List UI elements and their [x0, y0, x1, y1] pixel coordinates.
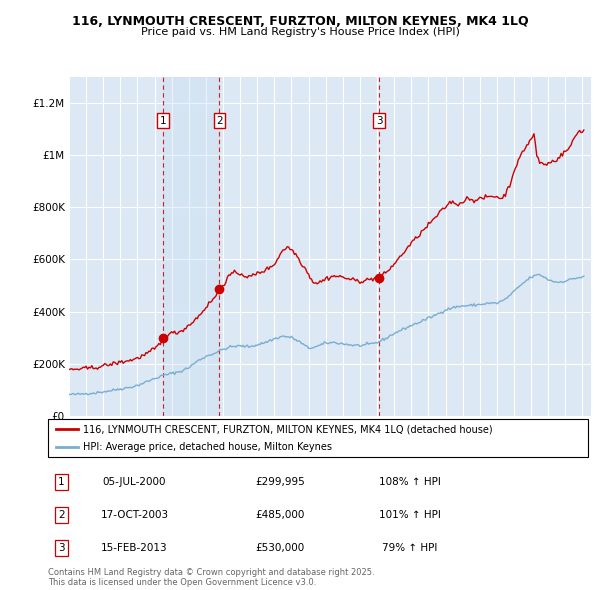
- Text: 79% ↑ HPI: 79% ↑ HPI: [382, 543, 437, 553]
- Text: 2: 2: [216, 116, 223, 126]
- Text: 1: 1: [160, 116, 167, 126]
- Text: £485,000: £485,000: [256, 510, 305, 520]
- Text: 3: 3: [376, 116, 382, 126]
- Bar: [163, 77, 220, 416]
- Text: 15-FEB-2013: 15-FEB-2013: [101, 543, 168, 553]
- Text: 116, LYNMOUTH CRESCENT, FURZTON, MILTON KEYNES, MK4 1LQ (detached house): 116, LYNMOUTH CRESCENT, FURZTON, MILTON …: [83, 424, 493, 434]
- Text: Contains HM Land Registry data © Crown copyright and database right 2025.
This d: Contains HM Land Registry data © Crown c…: [48, 568, 374, 587]
- Text: 101% ↑ HPI: 101% ↑ HPI: [379, 510, 441, 520]
- Text: £299,995: £299,995: [256, 477, 305, 487]
- Text: 3: 3: [58, 543, 65, 553]
- Text: 108% ↑ HPI: 108% ↑ HPI: [379, 477, 441, 487]
- Text: HPI: Average price, detached house, Milton Keynes: HPI: Average price, detached house, Milt…: [83, 442, 332, 452]
- Text: 2: 2: [58, 510, 65, 520]
- Text: £530,000: £530,000: [256, 543, 305, 553]
- Text: Price paid vs. HM Land Registry's House Price Index (HPI): Price paid vs. HM Land Registry's House …: [140, 27, 460, 37]
- Text: 116, LYNMOUTH CRESCENT, FURZTON, MILTON KEYNES, MK4 1LQ: 116, LYNMOUTH CRESCENT, FURZTON, MILTON …: [71, 15, 529, 28]
- Text: 17-OCT-2003: 17-OCT-2003: [100, 510, 169, 520]
- Text: 05-JUL-2000: 05-JUL-2000: [103, 477, 166, 487]
- Text: 1: 1: [58, 477, 65, 487]
